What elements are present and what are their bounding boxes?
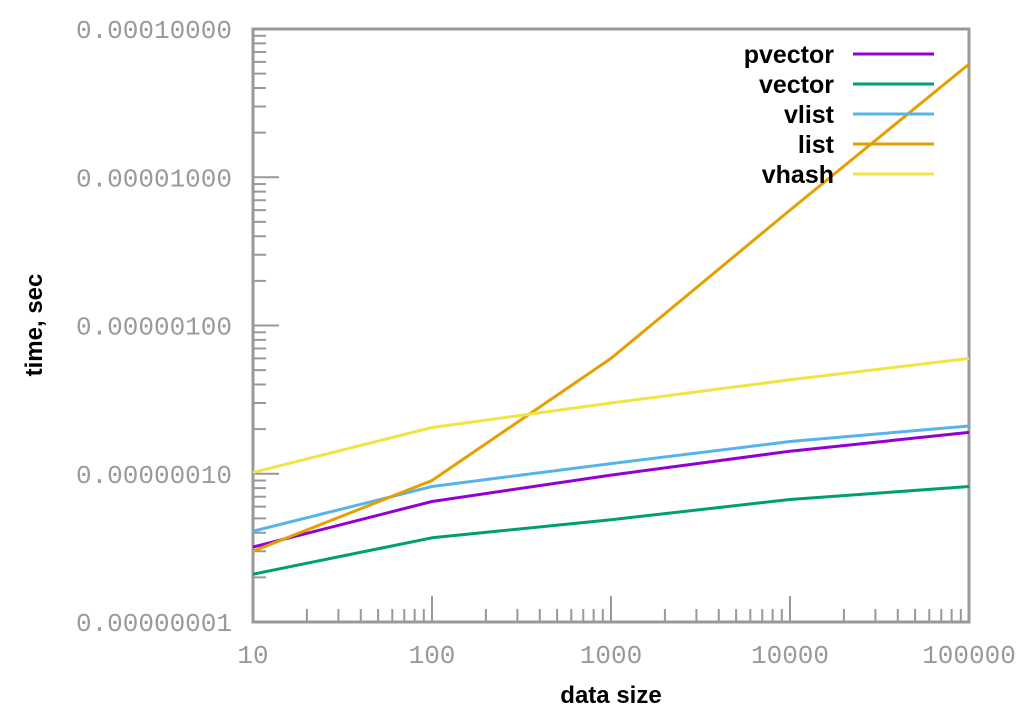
series-lines [252, 62, 970, 576]
series-line-vlist [252, 424, 970, 533]
axis-ticks [252, 34, 962, 623]
legend-label-vector: vector [759, 71, 834, 99]
series-line-pvector [252, 430, 970, 549]
y-tick-label: 0.00001000 [76, 164, 232, 194]
y-axis-title: time, sec [21, 274, 48, 377]
x-tick-label: 100000 [922, 641, 1016, 671]
y-tick-label: 0.00010000 [76, 16, 232, 46]
tick-labels: 10 100 1000 10000 100000 0.00000001 0.00000010… [76, 16, 1016, 671]
series-line-vector [252, 485, 970, 576]
legend-label-vhash: vhash [762, 161, 834, 189]
x-axis-title: data size [560, 682, 661, 709]
x-tick-label: 10000 [751, 641, 829, 671]
x-tick-label: 1000 [580, 641, 642, 671]
y-tick-label: 0.00000001 [76, 609, 232, 639]
legend-label-list: list [798, 131, 835, 159]
legend-label-vlist: vlist [784, 101, 835, 129]
legend-label-pvector: pvector [744, 41, 835, 69]
plot-frame [251, 27, 971, 624]
series-line-vhash [252, 356, 970, 474]
series-line-list [252, 62, 970, 553]
y-tick-label: 0.00000010 [76, 461, 232, 491]
y-tick-label: 0.00000100 [76, 313, 232, 343]
x-tick-label: 100 [409, 641, 456, 671]
x-tick-label: 10 [237, 641, 268, 671]
